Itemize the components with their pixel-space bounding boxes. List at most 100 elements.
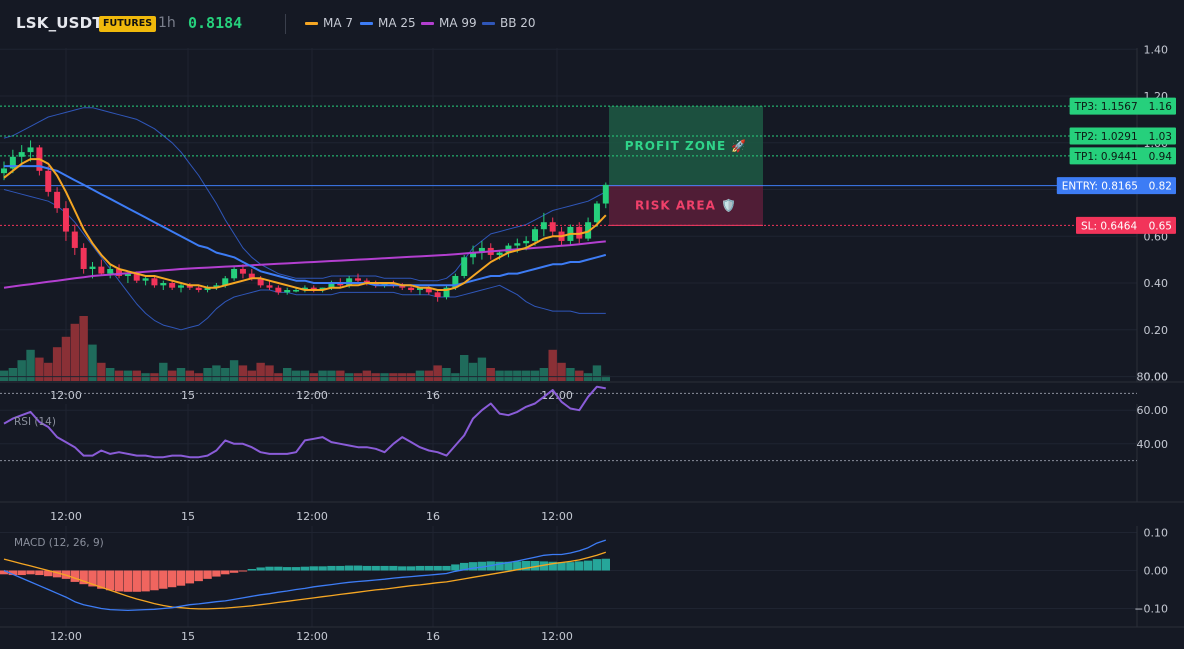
volume-bar <box>566 368 575 381</box>
candle-body <box>434 292 441 298</box>
ma7-line <box>3 158 607 291</box>
macd-histogram-bar <box>521 561 531 571</box>
level-tag-tp <box>1069 97 1176 115</box>
macd-histogram-bar <box>539 561 549 571</box>
candle-body <box>399 285 406 288</box>
macd-histogram-bar <box>185 570 195 584</box>
volume-bar <box>256 362 265 381</box>
legend-bb20[interactable]: BB 20 <box>482 16 536 30</box>
level-tag-label: TP3: 1.1567 <box>1074 101 1138 113</box>
x-tick-label: 12:00 <box>541 630 573 643</box>
candle-body <box>98 266 105 274</box>
legend-ma25[interactable]: MA 25 <box>360 16 416 30</box>
legend-ma99[interactable]: MA 99 <box>421 16 477 30</box>
candle-body <box>195 287 202 291</box>
level-tag-label: ENTRY: 0.8165 <box>1062 181 1138 193</box>
macd-histogram-bar <box>238 570 248 572</box>
volume-bar <box>460 355 469 381</box>
x-tick-label: 12:00 <box>50 510 82 523</box>
x-tick-label: 12:00 <box>50 389 82 402</box>
candle-body <box>80 247 87 269</box>
macd-histogram-bar <box>212 570 221 577</box>
volume-bar <box>592 365 602 381</box>
y-tick-label: 0.10 <box>1144 527 1169 540</box>
candle-body <box>284 290 291 293</box>
candle-body <box>18 152 25 157</box>
candle-body <box>89 266 96 269</box>
macd-histogram-bar <box>265 566 274 571</box>
macd-title: MACD (12, 26, 9) <box>14 537 104 549</box>
candle-body <box>142 278 149 281</box>
volume-bar <box>70 323 79 381</box>
candle-body <box>71 231 78 248</box>
x-tick-label: 15 <box>181 510 195 523</box>
candle-body <box>532 229 538 241</box>
x-tick-label: 16 <box>426 389 440 402</box>
rsi-title: RSI (14) <box>14 416 56 428</box>
macd-histogram-bar <box>548 561 557 571</box>
volume-bar <box>88 344 97 381</box>
x-tick-label: 16 <box>426 630 440 643</box>
macd-histogram-bar <box>504 561 513 571</box>
candle-body <box>222 278 229 286</box>
macd-histogram-bar <box>176 570 186 586</box>
candle-body <box>540 222 547 230</box>
volume-bar <box>212 365 221 381</box>
volume-bar <box>300 370 310 381</box>
volume-bar <box>521 370 531 381</box>
macd-histogram-bar <box>513 561 522 571</box>
legend-ma7[interactable]: MA 7 <box>305 16 353 30</box>
volume-bar <box>35 357 44 381</box>
macd-histogram-bar <box>256 567 265 571</box>
volume-bar <box>442 368 451 381</box>
candle-body <box>54 191 61 209</box>
symbol-name[interactable]: LSK_USDT <box>16 14 103 32</box>
timeframe-label[interactable]: 1h <box>158 15 176 31</box>
macd-histogram-bar <box>398 566 407 571</box>
candle-body <box>328 283 335 288</box>
level-tag-axis-value: 0.94 <box>1149 151 1173 163</box>
level-tag-label: SL: 0.6464 <box>1081 220 1137 232</box>
rsi-panel[interactable]: 40.00 60.00 80.00 12:00 15 12:00 16 12:00 RSI (1… <box>0 371 1184 523</box>
candle-body <box>363 280 370 283</box>
candle-body <box>523 240 530 244</box>
macd-histogram-bar <box>336 565 345 571</box>
volume-bar <box>229 360 239 381</box>
macd-panel[interactable]: −0.10 0.00 0.10 12:00 15 12:00 16 12:00 MACD (12… <box>0 526 1184 643</box>
macd-histogram-bar <box>141 570 150 592</box>
volume-bar <box>203 368 212 381</box>
candle-body <box>204 287 211 291</box>
candle-body <box>186 285 193 288</box>
volume-bar <box>79 316 88 381</box>
price-panel[interactable]: 0.000.200.400.600.801.001.201.4012:00151… <box>0 43 1184 402</box>
candle-body <box>337 283 344 286</box>
level-tag-label: TP2: 1.0291 <box>1074 131 1138 143</box>
macd-histogram-bar <box>566 562 575 571</box>
macd-histogram-bar <box>52 570 62 578</box>
macd-histogram-bar <box>35 570 44 576</box>
candle-body <box>496 252 503 255</box>
candle-body <box>275 287 282 293</box>
macd-histogram-bar <box>26 570 35 575</box>
candle-body <box>178 285 184 288</box>
panel-background <box>0 404 1137 502</box>
volume-bar <box>132 370 141 381</box>
panel-background <box>0 48 1137 382</box>
candle-body <box>381 283 388 286</box>
profit-zone-label: PROFIT ZONE 🚀 <box>625 139 748 153</box>
level-tag-axis-value: 1.03 <box>1149 131 1172 143</box>
level-tag-axis-value: 1.16 <box>1149 101 1173 113</box>
bb-upper-line <box>3 107 607 282</box>
candle-body <box>301 287 308 291</box>
macd-histogram-bar <box>406 566 416 571</box>
volume-bar <box>26 349 35 381</box>
macd-histogram-bar <box>433 565 442 571</box>
risk-zone <box>609 185 763 226</box>
macd-histogram-bar <box>247 568 256 571</box>
volume-bar <box>336 370 345 381</box>
candle-body <box>248 273 255 279</box>
candle-body <box>266 285 273 288</box>
volume-bar <box>477 357 487 381</box>
y-tick-label: 1.40 <box>1144 43 1169 56</box>
